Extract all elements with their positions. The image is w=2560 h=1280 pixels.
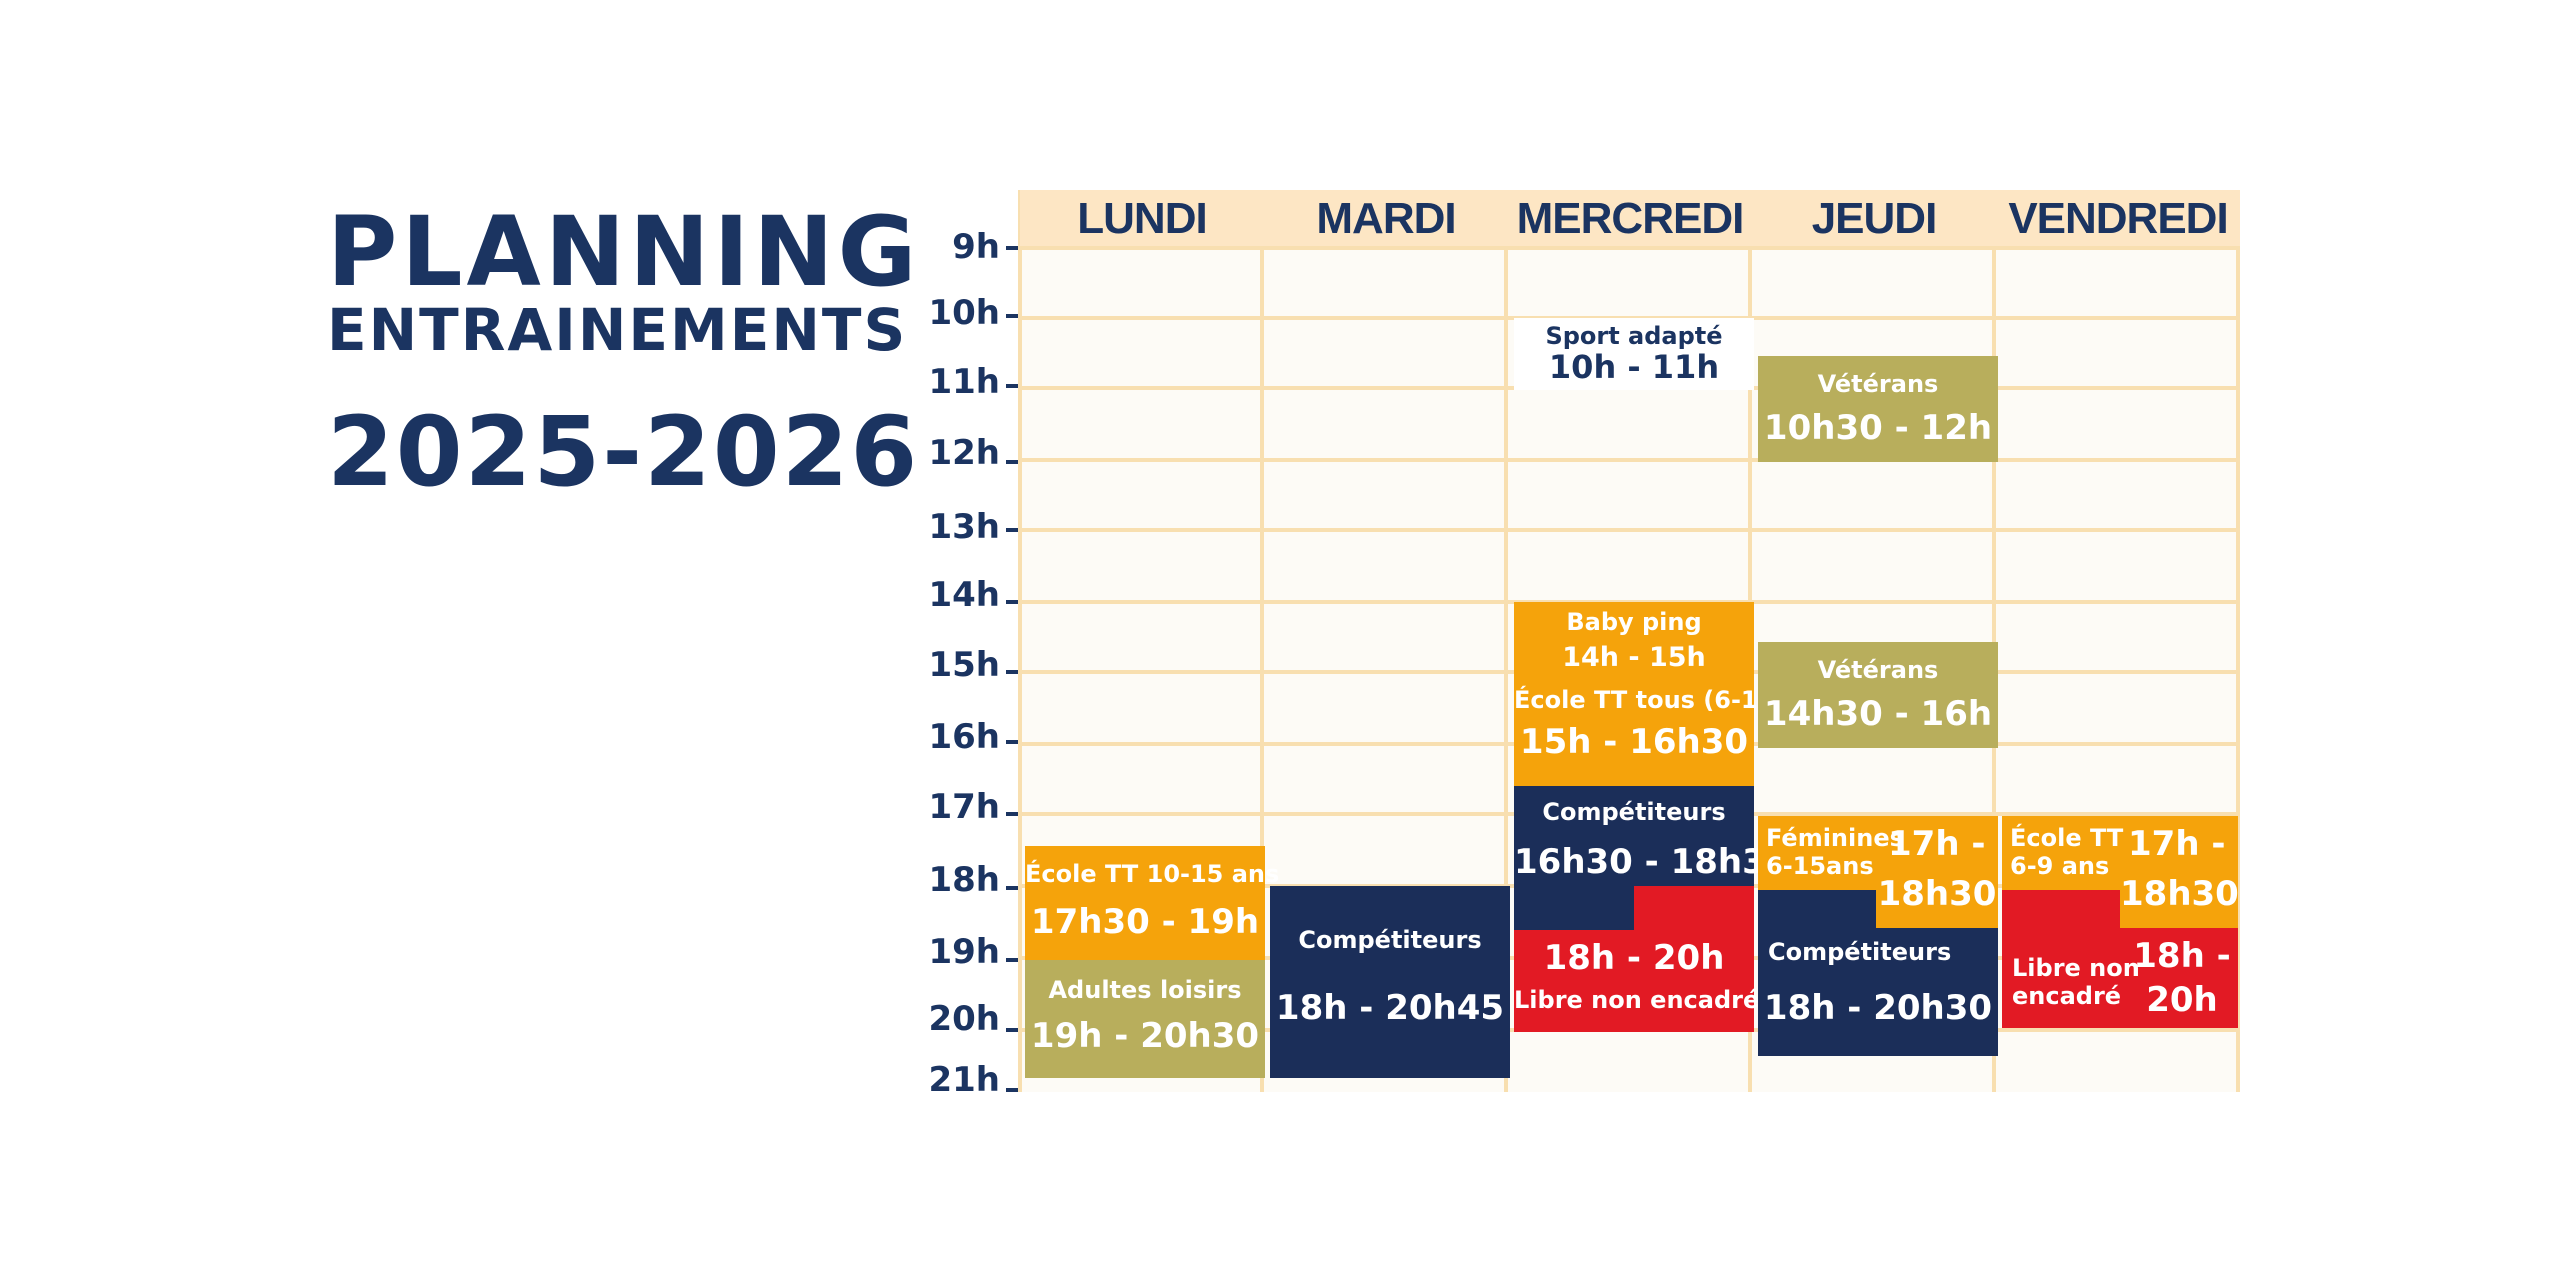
- session-mercredi-ecole[interactable]: École TT tous (6-15) 15h - 16h30: [1514, 684, 1786, 786]
- session-jeudi-competiteurs-start: [1758, 890, 1876, 928]
- hour-label: 12h: [928, 433, 1000, 473]
- hour-label: 17h: [928, 787, 1000, 827]
- session-jeudi-competiteurs[interactable]: Compétiteurs 18h - 20h30: [1758, 928, 1998, 1056]
- hour-label: 9h: [952, 227, 1000, 267]
- session-mardi-competiteurs[interactable]: Compétiteurs 18h - 20h45: [1270, 886, 1510, 1078]
- hour-label: 21h: [928, 1060, 1000, 1100]
- session-lundi-adultes[interactable]: Adultes loisirs 19h - 20h30: [1025, 960, 1265, 1078]
- session-name: Libre non: [2012, 954, 2140, 982]
- grid-line: [1018, 246, 2240, 250]
- day-header-mercredi: MERCREDI: [1508, 190, 1752, 246]
- session-mercredi-libre[interactable]: 18h - 20h Libre non encadré: [1514, 930, 1760, 1032]
- hour-label: 14h: [928, 575, 1000, 615]
- session-name: École TT: [2010, 824, 2124, 852]
- grid-line: [2236, 190, 2240, 1092]
- session-name: École TT 10-15 ans: [1025, 860, 1280, 888]
- session-time: 18h30: [2120, 874, 2239, 914]
- hour-label: 19h: [928, 932, 1000, 972]
- session-time: 17h30 - 19h: [1030, 902, 1260, 942]
- title-planning: PLANNING: [327, 196, 921, 308]
- session-name: 6-9 ans: [2010, 852, 2110, 880]
- session-time: 15h - 16h30: [1519, 722, 1749, 762]
- session-name: Compétiteurs: [1768, 938, 1952, 966]
- session-name: Adultes loisirs: [1048, 976, 1242, 1004]
- session-time: 16h30 - 18h30: [1514, 842, 1790, 882]
- grid-line: [1992, 190, 1996, 1092]
- hour-label: 13h: [928, 507, 1000, 547]
- session-mercredi-sport-adapte[interactable]: Sport adapté 10h - 11h: [1514, 318, 1754, 390]
- session-name: Féminines: [1766, 824, 1904, 852]
- hour-label: 15h: [928, 645, 1000, 685]
- session-jeudi-veterans-am[interactable]: Vétérans 10h30 - 12h: [1758, 356, 1998, 462]
- title-entrainements: ENTRAINEMENTS: [327, 296, 908, 364]
- session-vendredi-libre-start: [2002, 890, 2120, 928]
- session-name: École TT tous (6-15): [1514, 686, 1786, 714]
- session-lundi-ecole[interactable]: École TT 10-15 ans 17h30 - 19h: [1025, 846, 1280, 960]
- session-vendredi-libre[interactable]: Libre non encadré 18h - 20h: [2002, 928, 2238, 1028]
- session-time: 19h - 20h30: [1030, 1016, 1260, 1056]
- grid-line: [1018, 190, 1022, 1092]
- session-time: 14h - 15h: [1562, 642, 1706, 673]
- session-name: Compétiteurs: [1542, 798, 1726, 826]
- hour-label: 18h: [928, 860, 1000, 900]
- session-jeudi-feminines-end: 18h30: [1876, 870, 1998, 928]
- session-time: 17h -: [1888, 824, 1986, 864]
- session-name: Vétérans: [1817, 370, 1939, 398]
- day-header-vendredi: VENDREDI: [1996, 190, 2240, 246]
- session-name: Sport adapté: [1545, 322, 1723, 350]
- session-name: Libre non encadré: [1514, 986, 1760, 1014]
- session-name: Baby ping: [1566, 608, 1702, 636]
- session-name: Compétiteurs: [1298, 926, 1482, 954]
- session-time: 18h30: [1877, 874, 1997, 914]
- session-jeudi-veterans-pm[interactable]: Vétérans 14h30 - 16h: [1758, 642, 1998, 748]
- day-header-lundi: LUNDI: [1020, 190, 1264, 246]
- session-time: 17h -: [2128, 824, 2226, 864]
- session-time: 18h - 20h: [1543, 938, 1725, 978]
- grid-line: [1018, 458, 2240, 462]
- day-header-mardi: MARDI: [1264, 190, 1508, 246]
- session-name: encadré: [2012, 982, 2122, 1010]
- session-time: 10h - 11h: [1548, 348, 1720, 386]
- hour-label: 10h: [928, 293, 1000, 333]
- session-time: 14h30 - 16h: [1763, 694, 1993, 734]
- hour-label: 20h: [928, 999, 1000, 1039]
- session-time: 18h - 20h45: [1275, 988, 1505, 1028]
- grid-line: [1504, 190, 1508, 1092]
- hour-label: 11h: [928, 362, 1000, 402]
- day-header-jeudi: JEUDI: [1752, 190, 1996, 246]
- hour-label: 16h: [928, 717, 1000, 757]
- session-mercredi-baby-ping[interactable]: Baby ping 14h - 15h: [1514, 602, 1754, 684]
- session-name: Vétérans: [1817, 656, 1939, 684]
- session-time: 18h - 20h30: [1763, 988, 1993, 1028]
- grid-line: [1260, 190, 1264, 1092]
- title-season: 2025-2026: [327, 396, 920, 508]
- session-mercredi-libre-overlap: [1634, 886, 1754, 930]
- grid-line: [1018, 528, 2240, 532]
- session-vendredi-ecole-end: 18h30: [2120, 870, 2239, 928]
- session-name: 6-15ans: [1766, 852, 1874, 880]
- session-time: 18h -: [2133, 936, 2231, 976]
- session-time: 10h30 - 12h: [1763, 408, 1993, 448]
- session-time: 20h: [2146, 980, 2218, 1020]
